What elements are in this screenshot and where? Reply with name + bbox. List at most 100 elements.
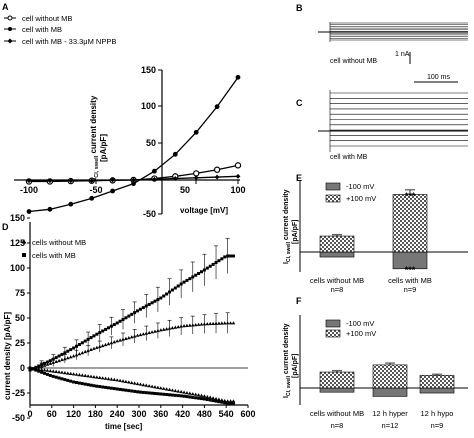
x-tick-label: 100 [230, 185, 245, 195]
category-label: 12 h hypo [421, 409, 454, 418]
data-point-square [60, 352, 64, 356]
data-point-square [92, 334, 96, 338]
panel-c-scale-label: 100 ms [427, 74, 450, 81]
data-point-triangle [173, 388, 178, 393]
data-point-triangle [74, 372, 79, 376]
data-point-square [173, 286, 177, 290]
y-tick-label: 100 [10, 263, 25, 273]
data-point-triangle [65, 371, 70, 375]
data-point-square [182, 394, 186, 398]
data-point-triangle [89, 347, 93, 351]
data-point-filled-circle [110, 188, 115, 194]
data-point-square [211, 262, 215, 266]
data-point-square [170, 288, 174, 292]
x-tick-label: 480 [197, 409, 212, 419]
data-point-triangle [45, 368, 50, 372]
panel-f-legend: -100 mV +100 mV [325, 319, 376, 338]
significance-marker-top: *** [405, 191, 416, 201]
data-point-triangle [112, 377, 117, 381]
data-point-square [156, 392, 160, 396]
data-point-triangle [205, 394, 210, 399]
category-label: cells with MB [388, 276, 432, 285]
x-tick-label: 180 [88, 409, 103, 419]
data-point-square [45, 360, 49, 364]
legend-swatch-checker [325, 194, 341, 203]
data-point-triangle [159, 386, 163, 390]
data-point-triangle [83, 373, 88, 377]
data-point-triangle [153, 329, 157, 333]
data-point-square [185, 278, 189, 282]
data-point-triangle [135, 381, 140, 386]
data-point-triangle [54, 369, 58, 373]
data-point-triangle [42, 368, 47, 372]
data-point-square [138, 390, 142, 394]
data-point-triangle [89, 374, 93, 378]
bar-positive [319, 371, 355, 389]
data-point-triangle [109, 377, 114, 381]
y-tick-label: 150 [10, 213, 25, 223]
data-point-square [45, 372, 49, 376]
data-point-triangle [205, 322, 210, 326]
data-point-diamond [172, 176, 178, 181]
panel-d-y-title: current density [pA/pF] [3, 312, 12, 400]
legend-item-1: -100 mV [346, 319, 374, 328]
panel-d-plot-area [28, 238, 236, 405]
x-tick-label: -100 [20, 185, 38, 195]
data-point-square [60, 377, 64, 381]
data-point-square [95, 384, 99, 388]
data-point-square [194, 273, 198, 277]
data-point-square [57, 376, 61, 380]
data-point-filled-circle [89, 195, 95, 201]
panel-f-plot-area [319, 362, 455, 397]
data-point-triangle [54, 359, 58, 363]
data-point-square [197, 271, 201, 275]
data-point-square [127, 389, 131, 393]
data-point-triangle [147, 384, 151, 388]
data-point-filled-circle [193, 129, 199, 135]
data-point-square [127, 314, 131, 318]
n-label: n=9 [431, 421, 444, 430]
x-tick-label: 600 [240, 409, 255, 419]
data-point-square [144, 391, 148, 395]
data-point-triangle [92, 375, 96, 379]
data-point-triangle [193, 392, 198, 396]
data-point-triangle [147, 330, 151, 335]
legend-marker-diamond [7, 38, 13, 44]
data-point-square [162, 294, 166, 298]
data-point-triangle [161, 327, 166, 331]
data-point-square [69, 379, 73, 383]
data-point-square [37, 369, 41, 373]
data-point-triangle [138, 382, 143, 386]
data-point-triangle [208, 395, 213, 399]
data-point-square [57, 354, 61, 358]
data-point-square [109, 386, 113, 390]
data-point-triangle [170, 388, 175, 392]
y-tick-label: -25 [12, 388, 25, 398]
data-point-square [138, 307, 142, 311]
data-point-square [159, 296, 163, 300]
panel-b-trace-label: cell without MB [330, 58, 377, 65]
data-point-diamond [235, 173, 241, 179]
data-point-square [77, 381, 81, 385]
legend-item-2: +100 mV [346, 194, 376, 203]
data-point-square [118, 387, 122, 391]
data-point-triangle [167, 387, 172, 391]
panel-a-legend: cell without MB cell with MB cell with M… [4, 14, 116, 46]
data-point-triangle [188, 323, 192, 327]
panel-c-traces [318, 90, 468, 152]
data-point-square [106, 326, 110, 330]
data-point-diamond [47, 178, 53, 184]
data-point-square [217, 259, 221, 263]
panel-e-legend: -100 mV +100 mV [325, 182, 376, 203]
data-point-triangle [103, 342, 108, 347]
svg-text:ICl, swell current density: ICl, swell current density [283, 189, 292, 264]
y-tick-label: 25 [15, 338, 25, 348]
bar-negative [319, 387, 355, 393]
bar-negative [319, 251, 355, 258]
data-point-filled-circle [131, 181, 136, 187]
data-point-square [162, 392, 166, 396]
data-point-triangle [112, 340, 117, 344]
data-point-triangle [211, 321, 215, 325]
data-point-triangle [95, 375, 99, 379]
data-point-square [147, 391, 151, 395]
